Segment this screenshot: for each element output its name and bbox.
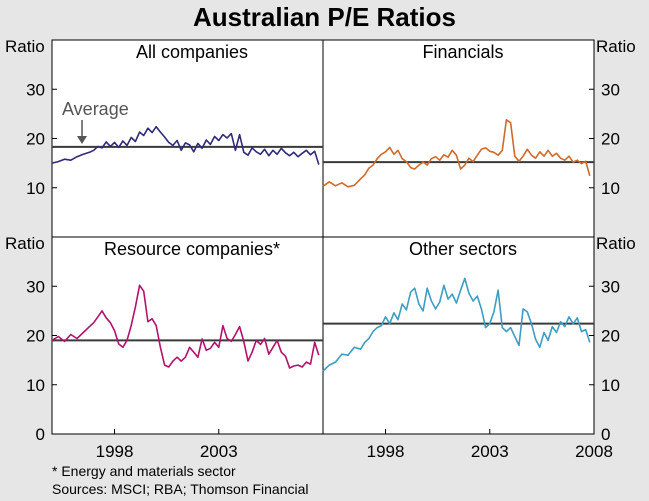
y-tick-label-right: 0	[601, 425, 610, 444]
y-tick-label-left: 10	[26, 179, 45, 198]
x-tick-label: 2008	[575, 442, 613, 461]
y-tick-label-left: 30	[26, 277, 45, 296]
panel-title-resource-companies: Resource companies*	[104, 239, 280, 259]
series-layer	[51, 119, 594, 372]
average-label: Average	[62, 99, 129, 119]
y-axis-label-bottom-right: Ratio	[596, 234, 636, 253]
axis-ticks: 10 10 20 20 30 30 0 0 10 10 20 20 30 30 1998 2003 1998 20…	[26, 80, 620, 461]
average-arrow-head-icon	[77, 136, 87, 144]
series-line-financials	[322, 119, 591, 188]
panel-title-financials: Financials	[422, 42, 503, 62]
y-axis-label-bottom-left: Ratio	[5, 234, 45, 253]
footnote: * Energy and materials sector	[52, 463, 236, 479]
y-tick-label-left: 20	[26, 130, 45, 149]
x-tick-label: 2003	[200, 442, 238, 461]
y-tick-label-right: 30	[601, 80, 620, 99]
y-tick-label-left: 0	[36, 425, 45, 444]
y-tick-label-right: 20	[601, 327, 620, 346]
y-axis-label-top-right: Ratio	[596, 37, 636, 56]
y-axis-label-top-left: Ratio	[5, 37, 45, 56]
y-tick-label-right: 10	[601, 179, 620, 198]
series-line-all-companies	[51, 125, 320, 165]
x-tick-label: 1998	[96, 442, 134, 461]
y-tick-label-left: 30	[26, 80, 45, 99]
x-tick-label: 2003	[471, 442, 509, 461]
y-tick-label-left: 20	[26, 327, 45, 346]
panel-title-all-companies: All companies	[136, 42, 248, 62]
chart-title: Australian P/E Ratios	[193, 2, 456, 32]
series-line-other-sectors	[322, 277, 591, 372]
sources-note: Sources: MSCI; RBA; Thomson Financial	[52, 481, 309, 497]
series-line-resource-companies	[51, 284, 320, 369]
y-tick-label-left: 10	[26, 376, 45, 395]
average-annotation: Average	[62, 99, 129, 144]
y-tick-label-right: 10	[601, 376, 620, 395]
y-tick-label-right: 20	[601, 130, 620, 149]
y-tick-label-right: 30	[601, 277, 620, 296]
x-tick-label: 1998	[367, 442, 405, 461]
plot-area	[51, 39, 595, 435]
panel-title-other-sectors: Other sectors	[409, 239, 517, 259]
